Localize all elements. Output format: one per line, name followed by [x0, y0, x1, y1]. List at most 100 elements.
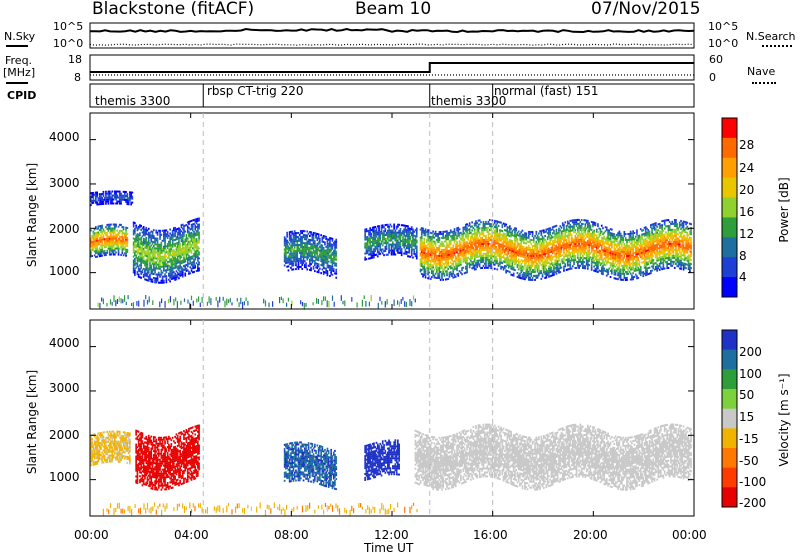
power-cell-1271 [183, 235, 185, 237]
power-cell-4130 [533, 255, 535, 257]
power-cell-2245 [381, 229, 383, 231]
power-cell-4871 [586, 228, 588, 230]
power-cell-2542 [416, 253, 418, 255]
power-cell-3505 [488, 245, 490, 247]
power-cell-4065 [528, 245, 530, 247]
power-cell-322 [127, 251, 129, 253]
power-cell-827 [154, 269, 156, 271]
power-cell-838 [154, 241, 156, 243]
power-cell-2350 [393, 228, 395, 230]
power-cell-3085 [457, 273, 459, 275]
power-cell-1572 [290, 251, 292, 253]
power-cell-896 [159, 268, 161, 270]
power-cell-3021 [452, 257, 454, 259]
power-cell-3882 [515, 258, 517, 260]
power-cell-2608 [422, 228, 424, 230]
power-cell-194 [111, 248, 113, 250]
power-cell-2249 [382, 248, 384, 250]
power-cell-1017 [167, 231, 169, 233]
power-cell-1137 [176, 278, 178, 280]
power-cell-3955 [520, 243, 522, 245]
power-cell-2351 [393, 226, 395, 228]
power-cell-3845 [513, 273, 515, 275]
power-cell-2106 [367, 252, 369, 254]
power-cell-4481 [558, 258, 560, 260]
power-cell-1708 [301, 244, 303, 246]
power-cell-2095 [366, 258, 368, 260]
power-cell-2633 [425, 272, 427, 274]
power-cell-2851 [440, 263, 442, 265]
power-cell-165 [109, 252, 111, 254]
power-cell-1275 [183, 227, 185, 229]
power-cell-876 [157, 232, 159, 234]
power-cell-4068 [528, 235, 530, 237]
power-cell-2847 [440, 279, 442, 281]
power-cell-3229 [468, 237, 470, 239]
power-cell-1538 [286, 234, 288, 236]
power-cell-2546 [416, 246, 418, 248]
power-cell-979 [164, 244, 166, 246]
power-cell-2477 [408, 250, 410, 252]
power-cell-410 [109, 191, 111, 193]
power-cell-2642 [425, 251, 427, 253]
power-cell-1660 [298, 264, 300, 266]
power-cell-1972 [327, 270, 329, 272]
power-cell-52 [96, 256, 98, 258]
power-cell-3133 [461, 269, 463, 271]
power-cell-4391 [552, 258, 554, 260]
power-cell-1014 [167, 237, 169, 239]
power-cell-4072 [529, 277, 531, 279]
power-cell-3390 [479, 223, 481, 225]
power-cell-4185 [537, 247, 539, 249]
power-cell-784 [152, 281, 154, 283]
power-cell-227 [114, 228, 116, 230]
power-cell-341 [93, 202, 95, 204]
power-cell-4102 [530, 243, 532, 245]
power-cell-3268 [471, 257, 473, 259]
power-cell-450 [120, 203, 122, 205]
power-cell-2228 [378, 225, 380, 227]
power-cell-3129 [460, 242, 462, 244]
power-cell-4823 [582, 223, 584, 225]
power-cell-419 [111, 197, 113, 199]
power-cell-2079 [335, 245, 337, 247]
power-cell-2499 [411, 252, 413, 254]
power-cell-118 [103, 237, 105, 239]
power-cell-2626 [424, 240, 426, 242]
power-cell-4112 [532, 259, 534, 261]
power-cell-4022 [525, 262, 527, 264]
power-cell-1882 [318, 263, 320, 265]
power-cell-3407 [480, 221, 482, 223]
power-cell-3375 [479, 263, 481, 265]
power-cell-4178 [537, 263, 539, 265]
power-cell-4722 [576, 243, 578, 245]
power-cell-822 [153, 229, 155, 231]
power-cell-3651 [498, 225, 500, 227]
power-cell-289 [123, 254, 125, 256]
power-cell-4090 [530, 273, 532, 275]
power-cell-4771 [580, 255, 582, 257]
power-cell-4587 [566, 239, 568, 241]
power-cell-988 [166, 279, 168, 281]
power-cell-2333 [392, 246, 394, 248]
power-cell-4694 [573, 225, 575, 227]
power-cell-1628 [294, 230, 296, 232]
power-cell-818 [153, 245, 155, 247]
power-cell-2843 [439, 239, 441, 241]
power-cell-1192 [178, 239, 180, 241]
power-cell-3510 [488, 235, 490, 237]
power-cell-2280 [386, 244, 388, 246]
power-cell-3367 [478, 238, 480, 240]
power-cell-248 [118, 254, 120, 256]
power-cell-3731 [504, 233, 506, 235]
power-cell-4788 [581, 257, 583, 259]
power-cell-1796 [310, 267, 312, 269]
power-cell-3699 [502, 230, 504, 232]
power-cell-3515 [488, 221, 490, 223]
power-cell-1495 [198, 232, 200, 234]
power-cell-971 [164, 262, 166, 264]
power-cell-1541 [288, 265, 290, 267]
power-cell-4835 [583, 239, 585, 241]
power-cell-3534 [490, 263, 492, 265]
power-cell-4659 [571, 234, 573, 236]
